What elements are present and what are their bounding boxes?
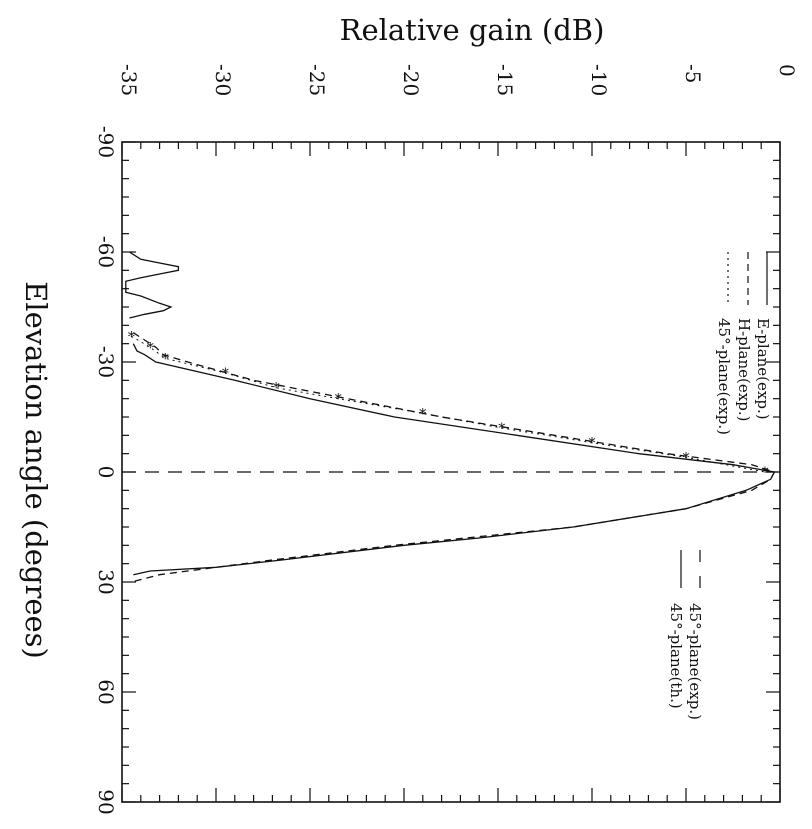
- x-tick-label: 60: [94, 679, 118, 704]
- y-tick-label: -35: [117, 64, 141, 96]
- x-tick-label: 90: [94, 789, 118, 814]
- series-3-point: *: [162, 351, 169, 367]
- series-3-point: *: [147, 340, 154, 356]
- x-tick-label: -90: [94, 126, 118, 158]
- series-3-point: *: [498, 421, 505, 437]
- legend-label-45-plane-exp: 45°-plane(exp.): [686, 603, 704, 720]
- x-tick-label: -60: [94, 236, 118, 268]
- x-tick-label: 30: [94, 569, 118, 594]
- series-1-line: [125, 251, 180, 319]
- y-tick-label: -30: [211, 64, 235, 96]
- y-axis-title: Relative gain (dB): [340, 13, 605, 47]
- series-3-point: *: [419, 406, 426, 422]
- legend-label-h-plane: H-plane(exp.): [735, 318, 753, 421]
- legend-left: E-plane(exp.) H-plane(exp.) 45°-plane(ex…: [715, 252, 772, 435]
- y-tick-label: -25: [305, 64, 329, 96]
- series-3-point: *: [589, 436, 596, 452]
- series-3-point: *: [335, 392, 342, 408]
- y-tick-label: -15: [493, 64, 517, 96]
- series-0-line: [132, 343, 776, 576]
- series-3-point: *: [128, 329, 135, 345]
- series-3-point: *: [761, 465, 768, 481]
- y-tick-label: -20: [399, 64, 423, 96]
- legend-right: 45°-plane(exp.) 45°-plane(th.): [667, 550, 704, 720]
- x-axis-title: Elevation angle (degrees): [19, 281, 53, 659]
- legend-label-45-plane-th: 45°-plane(th.): [667, 603, 685, 709]
- y-tick-label: -5: [681, 64, 705, 83]
- legend-label-e-plane: E-plane(exp.): [754, 318, 772, 420]
- series-2-line: [131, 332, 776, 583]
- series-3-point: *: [273, 381, 280, 397]
- x-tick-label: 0: [94, 466, 118, 479]
- x-tick-label: -30: [94, 346, 118, 378]
- y-tick-label: -10: [587, 64, 611, 96]
- y-tick-label: 0: [775, 64, 799, 77]
- series-3-point: *: [222, 366, 229, 382]
- series-3-point: *: [683, 450, 690, 466]
- series-3-line: [131, 335, 766, 473]
- legend-label-45-plane: 45°-plane(exp.): [715, 318, 733, 435]
